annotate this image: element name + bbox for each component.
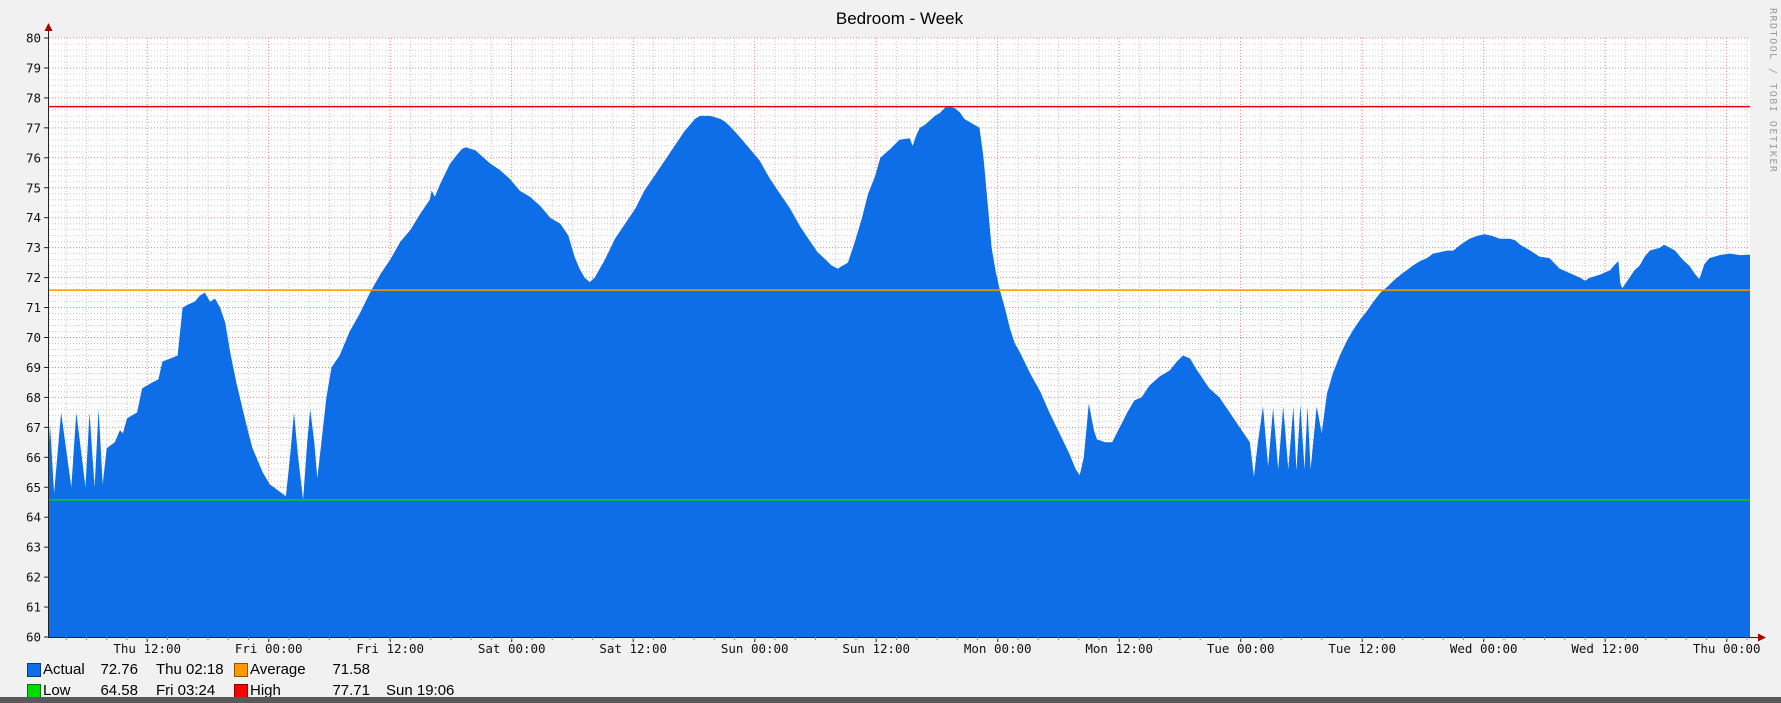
y-tick-label: 72	[26, 270, 41, 285]
series-area-actual	[49, 106, 1750, 638]
legend-value-actual: 72.76	[100, 661, 138, 678]
legend-row-actual-average: Actual 72.76 Thu 02:18 Average 71.58	[0, 659, 470, 680]
legend-time-actual: Thu 02:18	[156, 661, 224, 678]
x-axis-arrow	[1758, 633, 1766, 642]
y-tick-label: 65	[26, 480, 41, 495]
legend-label-high: High	[250, 682, 281, 699]
legend-value-high: 77.71	[332, 682, 370, 699]
x-tick-label: Wed 00:00	[1450, 641, 1518, 656]
legend-time-high: Sun 19:06	[386, 682, 455, 699]
legend-row-low-high: Low 64.58 Fri 03:24 High 77.71 Sun 19:06	[0, 680, 470, 701]
x-tick-label: Sun 00:00	[721, 641, 789, 656]
legend-swatch-high	[234, 683, 248, 698]
axis-ticks	[44, 37, 1748, 642]
y-axis-arrow	[44, 23, 53, 31]
y-tick-label: 71	[26, 300, 41, 315]
y-tick-label: 76	[26, 150, 41, 165]
window-bottom-bar	[0, 697, 1781, 703]
y-tick-label: 69	[26, 360, 41, 375]
y-tick-label: 77	[26, 120, 41, 135]
y-tick-label: 75	[26, 180, 41, 195]
x-tick-label: Sat 00:00	[478, 641, 546, 656]
x-axis-labels: Thu 12:00 Fri 00:00 Fri 12:00 Sat 00:00 Sat …	[113, 641, 1760, 656]
y-tick-label: 60	[26, 630, 41, 645]
y-tick-label: 74	[26, 210, 41, 225]
legend: Actual 72.76 Thu 02:18 Average 71.58 Low…	[0, 659, 470, 701]
y-tick-label: 64	[26, 510, 41, 525]
x-tick-label: Sat 12:00	[599, 641, 667, 656]
y-tick-label: 73	[26, 240, 41, 255]
legend-value-low: 64.58	[100, 682, 138, 699]
legend-value-average: 71.58	[332, 661, 370, 678]
axis-lines	[48, 29, 1759, 638]
y-tick-label: 61	[26, 600, 41, 615]
page-title: Bedroom - Week	[835, 9, 964, 28]
x-tick-label: Fri 12:00	[356, 641, 424, 656]
y-tick-label: 62	[26, 570, 41, 585]
legend-label-actual: Actual	[43, 661, 85, 678]
axis-arrows	[44, 23, 1766, 642]
x-tick-label: Mon 12:00	[1085, 641, 1153, 656]
y-tick-label: 80	[26, 31, 41, 46]
x-tick-label: Fri 00:00	[235, 641, 303, 656]
y-tick-label: 67	[26, 420, 41, 435]
x-tick-label: Tue 00:00	[1207, 641, 1275, 656]
x-tick-label: Tue 12:00	[1328, 641, 1396, 656]
y-tick-label: 66	[26, 450, 41, 465]
y-tick-label: 79	[26, 60, 41, 75]
legend-swatch-actual	[27, 662, 41, 677]
rrdtool-watermark: RRDTOOL / TOBI OETIKER	[1767, 8, 1778, 174]
x-tick-label: Wed 12:00	[1571, 641, 1639, 656]
x-tick-label: Sun 12:00	[842, 641, 910, 656]
legend-swatch-low	[27, 683, 41, 698]
legend-swatch-average	[234, 662, 248, 677]
y-axis-labels: 60 61 62 63 64 65 66 67 68 69 70 71 72 73 74 75 76 77 78 79…	[26, 31, 41, 645]
legend-label-low: Low	[43, 682, 71, 699]
x-tick-label: Mon 00:00	[964, 641, 1032, 656]
x-tick-label: Thu 12:00	[113, 641, 181, 656]
legend-label-average: Average	[250, 661, 306, 678]
y-tick-label: 78	[26, 90, 41, 105]
y-tick-label: 68	[26, 390, 41, 405]
legend-time-low: Fri 03:24	[156, 682, 216, 699]
x-tick-label: Thu 00:00	[1693, 641, 1761, 656]
y-tick-label: 63	[26, 540, 41, 555]
y-tick-label: 70	[26, 330, 41, 345]
